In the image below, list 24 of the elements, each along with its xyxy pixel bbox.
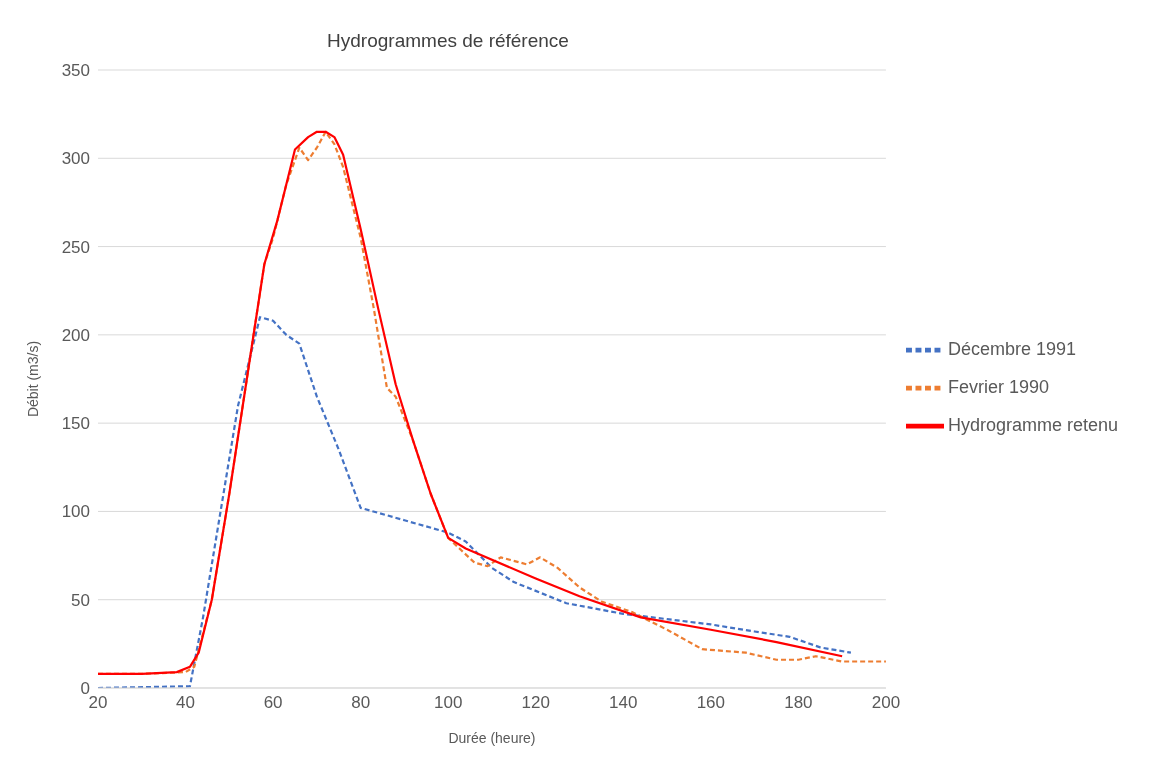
x-tick-label: 120 <box>521 693 550 713</box>
chart-title: Hydrogrammes de référence <box>326 30 570 52</box>
x-tick-label: 80 <box>351 693 371 713</box>
legend-label: Hydrogramme retenu <box>947 414 1118 435</box>
x-tick-label: 20 <box>88 693 108 713</box>
y-axis-title: Débit (m3/s) <box>24 340 41 418</box>
x-tick-label: 100 <box>434 693 463 713</box>
y-tick-label: 150 <box>61 414 90 434</box>
y-tick-label: 0 <box>80 679 90 699</box>
x-tick-label: 60 <box>263 693 283 713</box>
x-tick-label: 160 <box>696 693 726 713</box>
y-tick-label: 350 <box>61 61 90 81</box>
y-tick-label: 200 <box>61 325 90 345</box>
x-tick-label: 40 <box>176 693 196 713</box>
legend-label: Décembre 1991 <box>947 338 1076 359</box>
x-tick-label: 140 <box>609 693 638 713</box>
x-tick-label: 200 <box>871 693 901 713</box>
y-tick-label: 100 <box>61 502 90 522</box>
x-tick-label: 180 <box>784 693 813 713</box>
y-tick-label: 50 <box>71 590 90 610</box>
legend-label: Fevrier 1990 <box>947 376 1049 397</box>
y-tick-label: 250 <box>61 237 90 257</box>
y-tick-label: 300 <box>61 149 90 169</box>
x-axis-title: Durée (heure) <box>448 730 536 746</box>
